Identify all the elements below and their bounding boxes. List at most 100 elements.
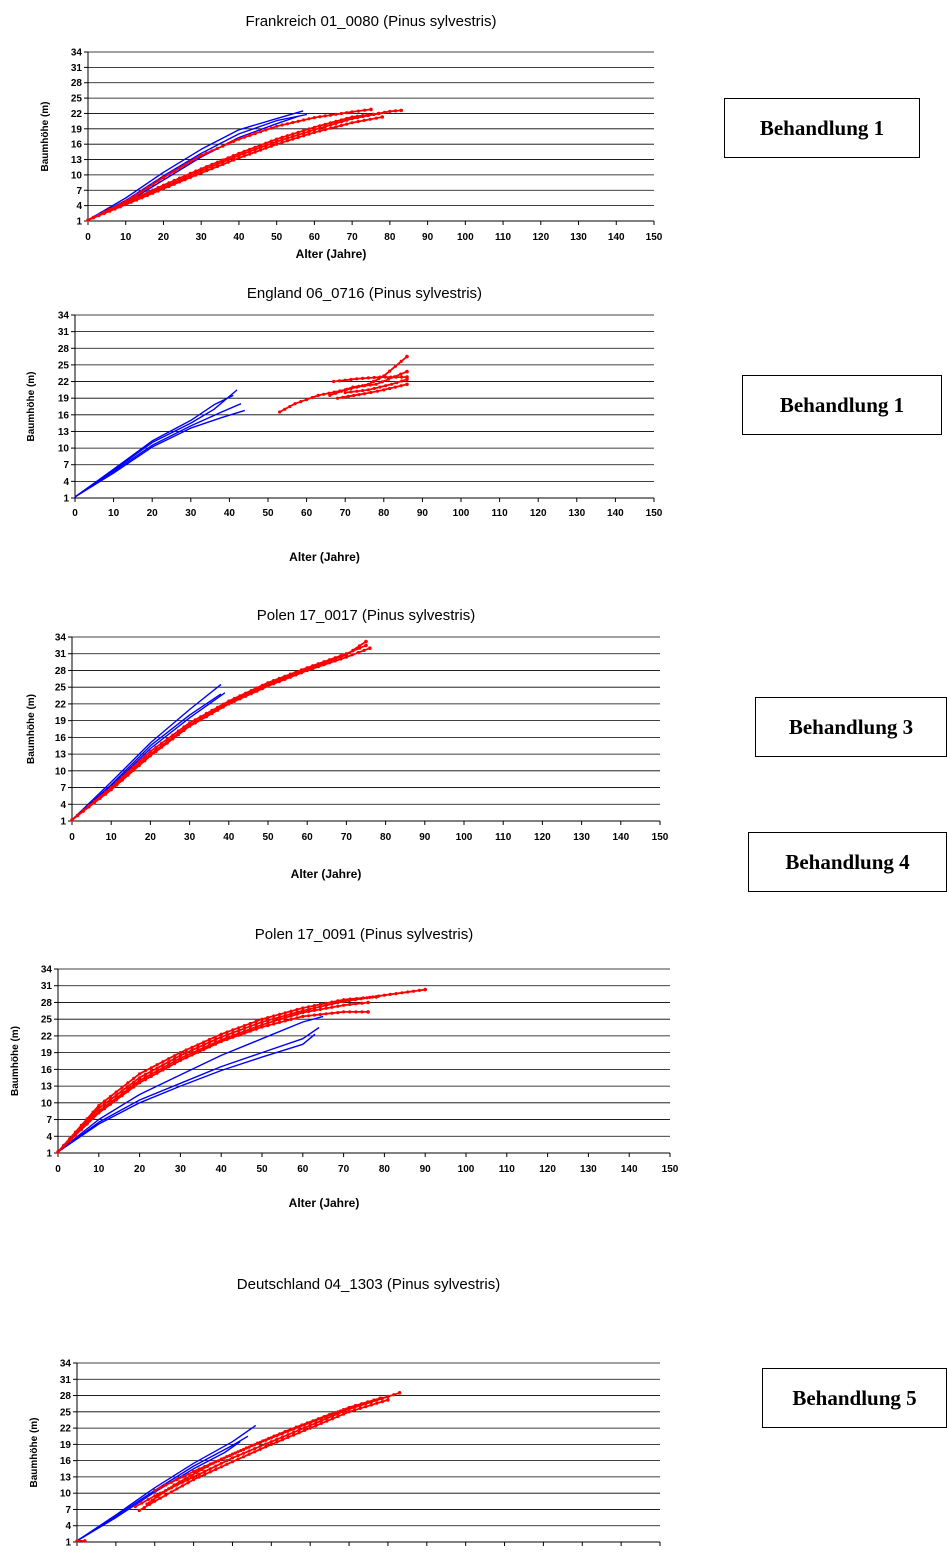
data-point-red (237, 1033, 241, 1037)
data-point-red (353, 1408, 357, 1412)
data-point-red (323, 122, 327, 126)
data-point-red (348, 997, 352, 1001)
data-point-red (297, 1425, 301, 1429)
x-tick-label: 10 (108, 508, 120, 519)
treatment-box-1: Behandlung 1 (724, 98, 920, 158)
data-point-red (178, 1051, 182, 1055)
data-point-red (269, 126, 273, 130)
y-tick-label: 25 (71, 94, 83, 105)
data-point-red (194, 157, 198, 161)
data-point-red (254, 1027, 258, 1031)
data-point-red (75, 1539, 79, 1543)
data-point-red (249, 692, 253, 696)
y-axis-label: Baumhöhe (m) (40, 102, 51, 172)
data-point-red (167, 1487, 171, 1491)
x-axis-label: Alter (Jahre) (296, 247, 367, 261)
data-point-red (319, 1419, 323, 1423)
data-point-red (378, 1396, 383, 1401)
data-point-red (253, 147, 257, 152)
series-line-blue (74, 394, 234, 498)
series-line-red (71, 644, 367, 821)
data-point-red (225, 1030, 229, 1034)
data-point-red (336, 1410, 340, 1414)
data-point-red (378, 385, 382, 389)
data-point-red (362, 392, 367, 396)
series-line-red (71, 640, 367, 821)
data-point-red (371, 379, 376, 384)
data-point-red (345, 116, 349, 121)
y-tick-label: 10 (71, 170, 83, 181)
data-point-red (169, 1490, 173, 1494)
data-point-red (336, 1011, 340, 1015)
data-point-red (97, 213, 101, 217)
x-tick-label: 70 (338, 1164, 350, 1175)
chart-title: Polen 17_0091 (Pinus sylvestris) (255, 926, 473, 943)
data-point-red (184, 1051, 188, 1055)
data-point-red (305, 398, 309, 402)
data-point-red (323, 114, 327, 118)
data-point-red (178, 1058, 182, 1062)
data-point-red (380, 115, 385, 119)
x-tick-label: 150 (646, 232, 663, 243)
data-point-red (393, 109, 398, 113)
data-point-red (227, 702, 231, 706)
data-point-red (143, 1069, 147, 1073)
data-point-red (137, 1508, 141, 1513)
data-point-red (186, 1478, 190, 1482)
data-point-red (161, 187, 166, 191)
data-point-red (386, 377, 390, 381)
x-tick-label: 110 (492, 508, 509, 519)
treatment-label-5: Behandlung 5 (792, 1385, 917, 1410)
data-point-red (214, 1464, 218, 1468)
y-tick-label: 31 (58, 327, 70, 338)
data-point-red (283, 677, 287, 681)
data-point-red (213, 1038, 217, 1042)
data-point-red (221, 158, 225, 162)
data-point-red (253, 132, 257, 136)
panel-england: England 06_0716 (Pinus sylvestris) 1 4 7 10 1… (0, 282, 700, 582)
data-point-red (342, 998, 346, 1002)
data-point-red (238, 697, 242, 701)
data-point-red (269, 1436, 273, 1440)
data-point-red (405, 369, 409, 374)
x-tick-label: 60 (309, 232, 321, 243)
data-point-red (280, 1431, 284, 1436)
data-point-red (339, 657, 343, 661)
data-point-red (364, 643, 368, 648)
panel-deutschland: Deutschland 04_1303 (Pinus sylvestris) 1 4… (0, 1268, 700, 1553)
data-point-red (303, 1426, 307, 1430)
data-point-red (167, 1065, 171, 1069)
data-point-red (138, 1081, 142, 1085)
data-point-red (134, 198, 139, 202)
x-tick-label: 80 (384, 232, 396, 243)
x-tick-label: 20 (134, 1164, 146, 1175)
data-point-red (318, 1007, 322, 1011)
data-point-red (293, 402, 297, 406)
data-point-red (167, 172, 171, 176)
data-point-red (395, 381, 399, 385)
data-point-red (248, 1021, 252, 1026)
data-point-red (380, 380, 384, 384)
x-tick-label: 150 (652, 832, 669, 843)
data-point-red (161, 183, 166, 187)
y-axis-label: Baumhöhe (m) (29, 1418, 40, 1488)
data-point-red (272, 1014, 276, 1018)
data-point-red (92, 801, 96, 805)
data-point-red (120, 1089, 124, 1093)
data-point-red (302, 131, 306, 135)
data-point-red (143, 759, 147, 763)
data-point-red (318, 1005, 322, 1009)
data-point-red (318, 115, 322, 119)
data-point-red (388, 109, 392, 113)
data-point-red (178, 176, 182, 180)
data-point-red (194, 1471, 198, 1475)
data-point-red (291, 135, 295, 139)
data-point-red (160, 745, 164, 749)
data-point-red (202, 1040, 206, 1044)
data-point-red (364, 1405, 368, 1409)
data-point-red (108, 208, 112, 212)
data-point-red (386, 1398, 390, 1402)
data-point-red (339, 389, 343, 393)
data-point-red (156, 179, 160, 183)
data-point-red (399, 359, 403, 363)
